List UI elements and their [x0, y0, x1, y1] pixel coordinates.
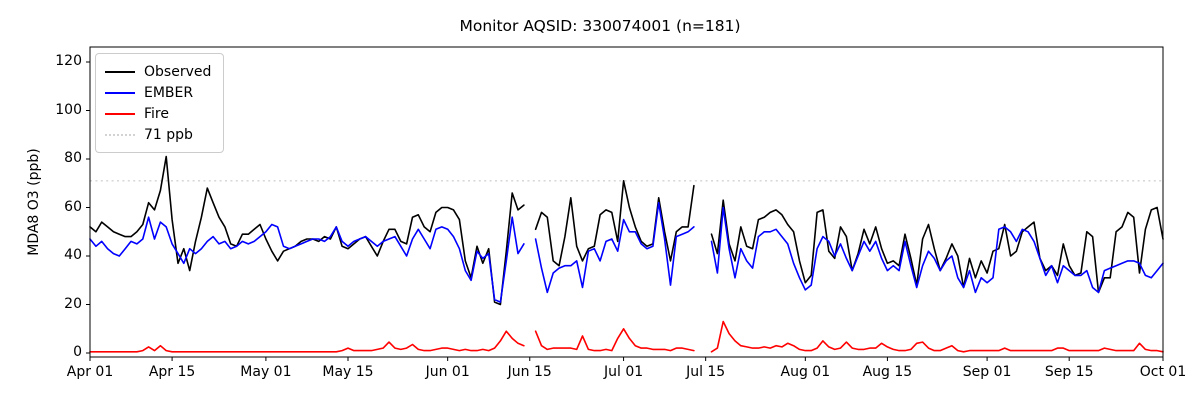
y-tick-label: 120 — [55, 53, 82, 69]
x-tick-label: Jul 15 — [686, 364, 726, 380]
fire-line-sample — [105, 112, 135, 115]
x-tick-label: Apr 01 — [66, 364, 114, 380]
legend-item-fire: Fire — [105, 103, 211, 124]
chart-title: Monitor AQSID: 330074001 (n=181) — [459, 17, 741, 35]
fire-line — [89, 320, 1164, 353]
observed-line-sample — [105, 70, 135, 73]
legend-label-fire: Fire — [144, 105, 169, 122]
legend-label-observed: Observed — [144, 63, 212, 80]
plot-frame — [89, 46, 1164, 358]
legend-item-ember: EMBER — [105, 82, 211, 103]
y-tick-label: 100 — [55, 101, 82, 118]
x-tick-label: May 01 — [240, 364, 292, 380]
ember-line — [89, 201, 1164, 303]
legend-label-ember: EMBER — [144, 84, 194, 101]
x-tick-label: May 15 — [322, 364, 374, 380]
x-tick-label: Apr 15 — [148, 364, 196, 380]
x-tick-label: Aug 15 — [862, 364, 913, 380]
y-tick-label: 80 — [64, 150, 82, 166]
y-tick-label: 60 — [64, 198, 82, 215]
y-tick-label: 20 — [64, 295, 82, 312]
observed-line — [89, 155, 1164, 306]
threshold-line-sample — [105, 133, 135, 136]
y-tick-label: 0 — [73, 344, 82, 360]
x-tick-label: Jul 01 — [603, 364, 644, 380]
ember-line-sample — [105, 91, 135, 94]
x-tick-label: Sep 01 — [962, 364, 1012, 380]
x-tick-label: Sep 15 — [1044, 364, 1094, 380]
legend-item-observed: Observed — [105, 61, 211, 82]
legend: Observed EMBER Fire 71 ppb — [95, 53, 225, 153]
x-tick-label: Oct 01 — [1139, 364, 1187, 380]
x-tick-label: Jun 15 — [507, 364, 552, 380]
legend-item-threshold: 71 ppb — [105, 124, 211, 145]
y-tick-label: 40 — [64, 247, 82, 263]
x-tick-label: Jun 01 — [425, 364, 470, 380]
x-tick-label: Aug 01 — [780, 364, 831, 380]
legend-label-threshold: 71 ppb — [144, 126, 193, 143]
